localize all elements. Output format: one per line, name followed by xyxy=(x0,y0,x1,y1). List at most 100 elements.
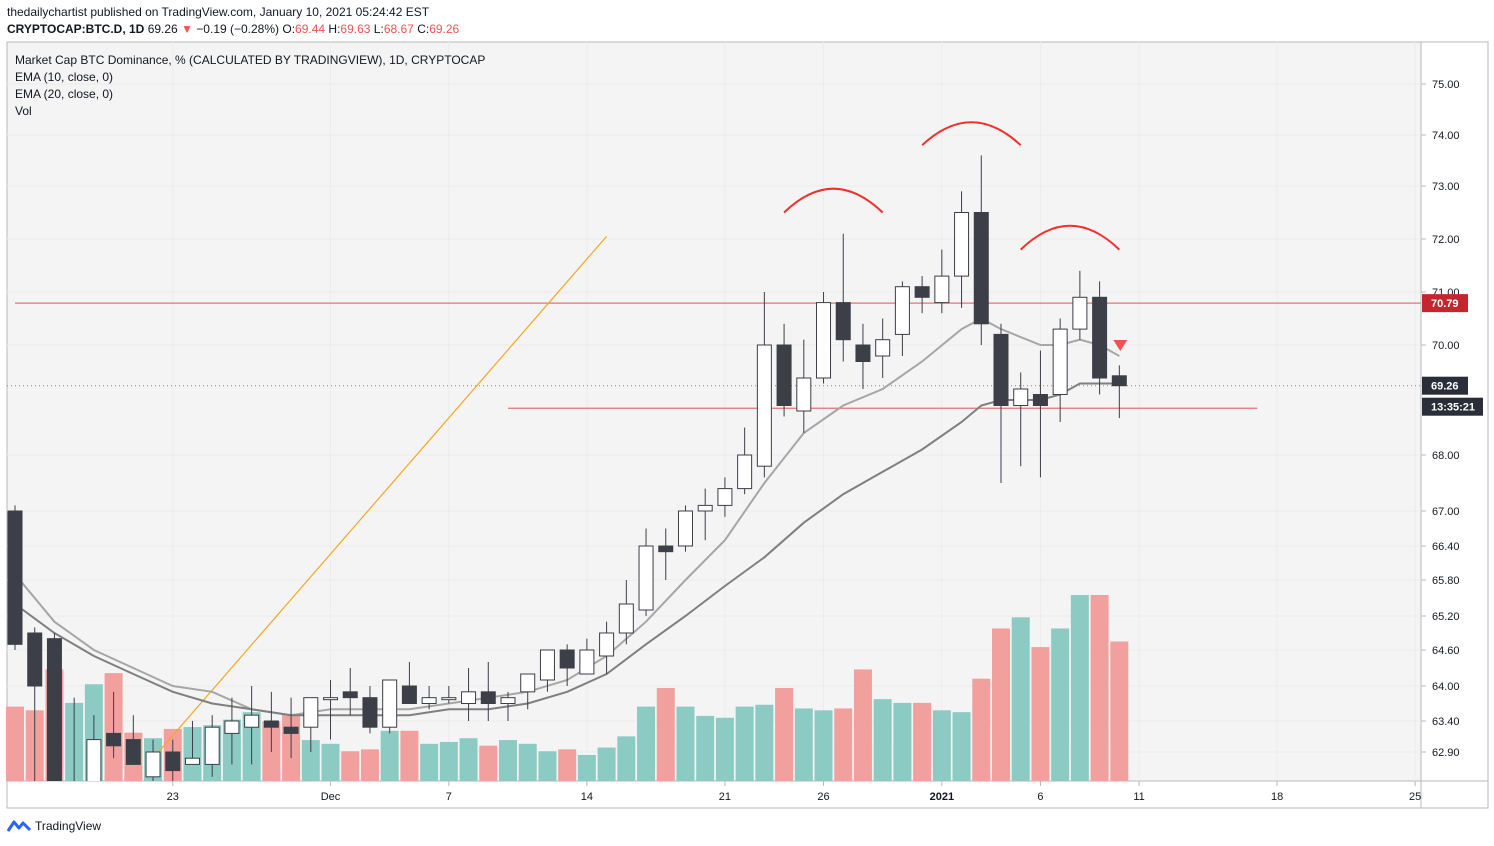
y-tick-label: 70.00 xyxy=(1432,340,1460,352)
y-tick-label: 64.00 xyxy=(1432,681,1460,693)
candle-body xyxy=(993,333,1009,406)
volume-bar xyxy=(834,708,853,781)
legend-ema10[interactable]: EMA (10, close, 0) xyxy=(15,70,114,84)
candle-body xyxy=(677,510,693,547)
volume-bar xyxy=(676,706,695,781)
volume-bar xyxy=(853,669,872,781)
candle-body xyxy=(480,691,496,704)
price-tag-bg xyxy=(1422,397,1483,416)
low-value: 68.67 xyxy=(383,22,414,36)
candle-body xyxy=(914,286,930,298)
volume-bar xyxy=(360,749,379,781)
volume-bar xyxy=(321,743,340,781)
legend-ema20[interactable]: EMA (20, close, 0) xyxy=(15,87,114,101)
candle-body xyxy=(106,732,122,747)
y-tick-label: 65.20 xyxy=(1432,611,1460,623)
chart-frame xyxy=(6,41,1489,809)
volume-bar xyxy=(755,704,774,781)
candle-body xyxy=(441,697,457,701)
open-value: 69.44 xyxy=(295,22,326,36)
price-tag-label: 69.26 xyxy=(1431,381,1459,393)
candle-body xyxy=(658,545,674,553)
candle-body xyxy=(461,691,477,704)
volume-bar xyxy=(499,740,517,781)
volume-bar xyxy=(932,710,951,781)
candle-body xyxy=(894,286,910,335)
candle-body xyxy=(303,697,319,728)
volume-bar xyxy=(518,743,537,781)
volume-bar xyxy=(715,717,734,781)
candle-body xyxy=(559,649,575,669)
candle-body xyxy=(599,632,615,657)
candle-body xyxy=(224,720,240,734)
y-tick-label: 63.40 xyxy=(1432,716,1460,728)
x-tick-label: 6 xyxy=(1037,791,1043,803)
candle-body xyxy=(362,697,378,728)
volume-bar xyxy=(479,745,498,781)
candle-body xyxy=(86,739,102,781)
candle-body xyxy=(1032,394,1048,406)
chart-header: thedailychartist published on TradingVie… xyxy=(7,4,459,38)
candle-body xyxy=(1111,375,1127,387)
volume-bar xyxy=(1110,641,1129,781)
y-tick-label: 62.90 xyxy=(1432,747,1460,759)
candle-body xyxy=(67,789,81,808)
y-tick-label: 74.00 xyxy=(1432,130,1460,142)
x-tick-label: 18 xyxy=(1271,791,1283,803)
x-tick-label: 2021 xyxy=(930,791,954,803)
price-tag-label: 70.79 xyxy=(1431,298,1459,310)
volume-bar xyxy=(972,678,991,781)
candle-body xyxy=(401,685,417,704)
candle-body xyxy=(875,339,891,357)
x-tick-label: 11 xyxy=(1133,791,1144,803)
high-label: H: xyxy=(328,22,341,36)
volume-bar xyxy=(992,628,1010,781)
candle-body xyxy=(382,679,398,728)
candle-body xyxy=(7,510,23,645)
candle-body xyxy=(165,751,181,772)
legend-vol[interactable]: Vol xyxy=(15,104,32,118)
volume-bar xyxy=(577,754,596,781)
candle-body xyxy=(618,603,634,634)
change: −0.19 (−0.28%) xyxy=(196,22,280,36)
candle-body xyxy=(1052,328,1068,396)
volume-bar xyxy=(538,751,557,781)
candle-body xyxy=(855,344,871,362)
candle-body xyxy=(145,751,161,778)
price-tag-label: 13:35:21 xyxy=(1431,402,1475,414)
volume-bar xyxy=(558,749,577,781)
volume-bar xyxy=(617,736,636,781)
legend-title: Market Cap BTC Dominance, % (CALCULATED … xyxy=(15,53,486,67)
x-tick-label: 25 xyxy=(1409,791,1421,803)
y-tick-label: 68.00 xyxy=(1432,450,1460,462)
candle-body xyxy=(323,697,339,701)
candle-body xyxy=(184,757,200,765)
volume-bar xyxy=(696,715,715,781)
candle-body xyxy=(520,673,536,693)
candle-body xyxy=(816,302,832,379)
plot-area xyxy=(7,42,1421,781)
volume-bar xyxy=(913,702,932,781)
x-tick-label: 26 xyxy=(817,791,829,803)
volume-bar xyxy=(952,712,971,781)
volume-bar xyxy=(341,751,360,781)
volume-bar xyxy=(814,710,833,781)
volume-bar xyxy=(439,741,458,781)
candle-body xyxy=(263,720,279,728)
candle-body xyxy=(342,691,358,699)
low-label: L: xyxy=(373,22,384,36)
price-layer xyxy=(7,121,1421,808)
pattern-arc xyxy=(1020,224,1121,251)
candle-body xyxy=(717,488,733,506)
volume-bar xyxy=(656,688,675,781)
volume-bar xyxy=(380,730,399,781)
y-tick-label: 73.00 xyxy=(1432,181,1460,193)
tradingview-logo-icon xyxy=(7,820,31,832)
open-label: O: xyxy=(282,22,296,36)
pattern-arc xyxy=(921,121,1022,146)
trend-line xyxy=(152,235,608,759)
candle-body xyxy=(756,344,772,467)
volume-bar xyxy=(1051,628,1070,781)
candle-body xyxy=(1092,296,1108,379)
